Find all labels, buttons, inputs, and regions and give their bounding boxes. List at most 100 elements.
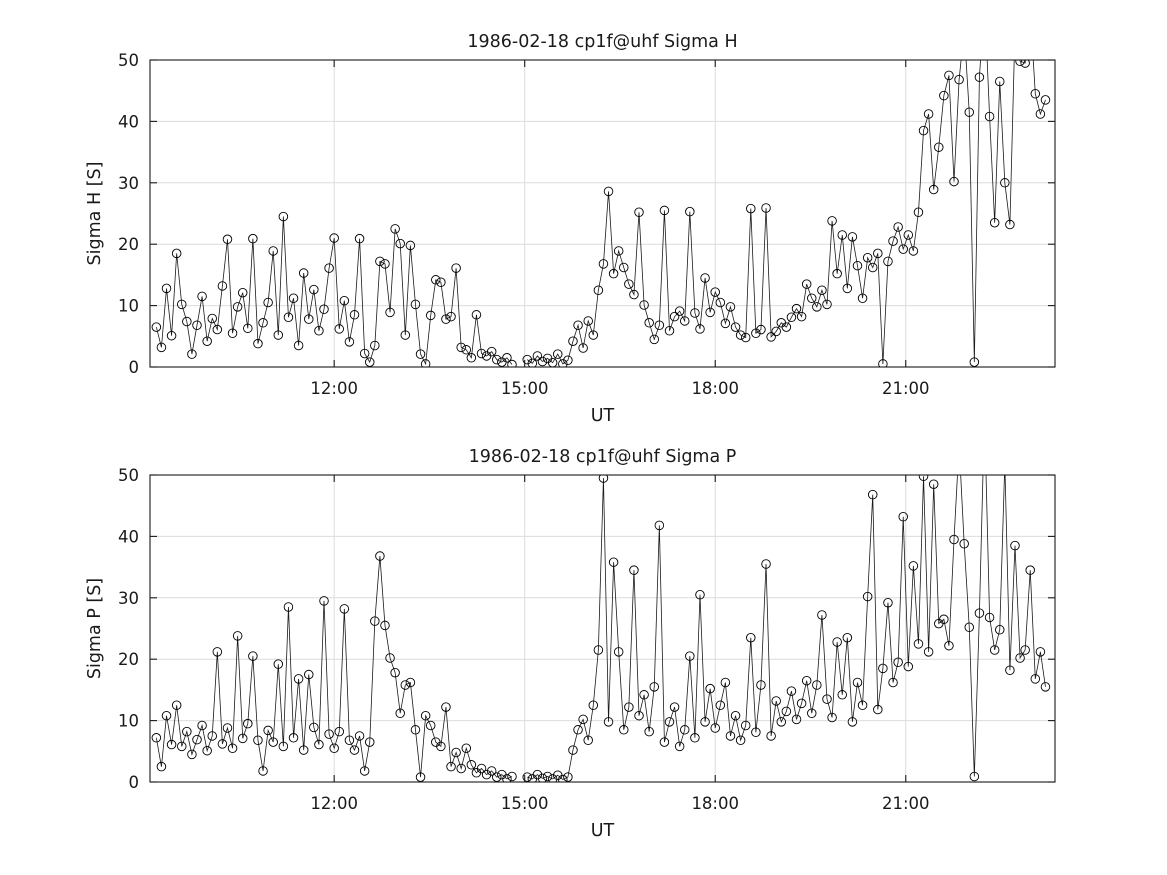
data-point-marker: [329, 233, 339, 243]
data-point-marker: [217, 739, 228, 749]
data-point-marker: [568, 745, 578, 755]
data-point-marker: [354, 731, 365, 741]
data-point-marker: [827, 216, 837, 226]
y-tick-label: 50: [118, 51, 139, 70]
x-tick-label: 12:00: [310, 794, 358, 813]
data-point-marker: [461, 743, 472, 753]
data-point-marker: [888, 677, 898, 688]
data-point-marker: [761, 559, 771, 569]
data-point-marker: [664, 717, 675, 727]
data-point-marker: [791, 303, 802, 314]
data-point-marker: [715, 297, 726, 308]
data-point-marker: [522, 354, 532, 365]
data-point-marker: [334, 726, 345, 737]
data-point-marker: [364, 357, 375, 367]
data-point-marker: [949, 534, 959, 545]
data-point-marker: [507, 359, 517, 367]
data-point-marker: [888, 236, 898, 246]
data-point-marker: [960, 25, 969, 34]
data-point-marker: [319, 304, 329, 315]
data-point-marker: [1020, 645, 1030, 655]
data-point-marker: [964, 107, 975, 117]
y-tick-label: 10: [118, 712, 139, 731]
data-point-marker: [664, 326, 675, 336]
data-point-marker: [969, 771, 980, 782]
data-point-marker: [669, 311, 680, 322]
data-point-marker: [857, 293, 868, 303]
y-tick-label: 50: [118, 466, 139, 485]
data-point-marker: [634, 710, 644, 721]
data-point-marker: [873, 248, 883, 259]
data-point-marker: [735, 735, 746, 746]
data-point-marker: [679, 725, 690, 735]
data-point-marker: [248, 651, 258, 661]
axis-ticks: 0 10 20 30 40 50 12:00 15:00 18:00 21:00: [118, 466, 1055, 813]
y-axis-label: Sigma H [S]: [85, 162, 105, 266]
y-tick-label: 40: [118, 527, 139, 546]
data-point-marker: [283, 602, 294, 612]
data-point-marker: [258, 318, 268, 328]
data-point-marker: [248, 233, 258, 244]
data-point-marker: [502, 353, 512, 363]
data-point-marker: [624, 702, 634, 712]
data-point-marker: [776, 717, 787, 727]
data-point-marker: [171, 248, 182, 259]
data-point-marker: [207, 313, 217, 324]
data-point-marker: [441, 702, 451, 712]
data-point-marker: [156, 342, 167, 353]
y-tick-label: 20: [118, 650, 139, 669]
data-point-marker: [466, 353, 477, 363]
data-point-marker: [278, 741, 289, 752]
data-point-marker: [867, 262, 878, 273]
data-point-marker: [1026, 7, 1035, 16]
axes-box: [149, 474, 1056, 783]
sigma-p-chart: 0 10 20 30 40 50 12:00 15:00 18:00 21:00 1986-02-1…: [85, 447, 1056, 841]
data-point-marker: [913, 207, 924, 218]
data-point-marker: [634, 207, 644, 218]
data-point-marker: [629, 289, 639, 300]
data-point-marker: [817, 610, 827, 620]
data-point-marker: [939, 614, 949, 625]
data-point-marker: [674, 741, 685, 752]
data-point-marker: [227, 328, 238, 338]
data-point-marker: [619, 262, 629, 273]
data-point-marker: [730, 710, 741, 721]
data-point-marker: [725, 731, 736, 741]
data-point-marker: [461, 345, 472, 355]
data-point-marker: [1040, 95, 1051, 105]
data-point-marker: [695, 589, 705, 600]
data-point-marker: [954, 74, 964, 85]
data-point-marker: [1035, 109, 1046, 119]
data-point-marker: [400, 330, 411, 340]
data-point-marker: [883, 256, 893, 267]
x-axis-label: UT: [591, 821, 615, 841]
data-point-marker: [771, 326, 781, 337]
data-point-marker: [385, 307, 395, 318]
data-point-marker: [293, 340, 304, 351]
data-point-marker: [166, 739, 177, 750]
data-point-marker: [842, 632, 853, 643]
data-point-marker: [659, 737, 670, 747]
data-point-marker: [466, 760, 477, 770]
data-point-marker: [984, 111, 995, 122]
data-point-marker: [817, 285, 827, 296]
data-point-marker: [380, 620, 390, 631]
data-point-marker: [735, 330, 746, 340]
data-point-marker: [593, 645, 604, 655]
data-point-marker: [283, 312, 294, 323]
data-point-marker: [629, 565, 639, 575]
data-point-marker: [390, 224, 400, 234]
data-point-marker: [980, 0, 989, 3]
data-point-marker: [705, 307, 715, 318]
data-point-marker: [801, 279, 812, 289]
data-point-marker: [446, 761, 456, 772]
data-point-marker: [202, 745, 212, 756]
data-point-marker: [492, 354, 502, 365]
data-point-marker: [898, 512, 908, 522]
data-point-marker: [1001, 458, 1010, 467]
data-point-marker: [532, 769, 543, 780]
data-point-marker: [415, 349, 426, 359]
data-point-marker: [746, 632, 756, 643]
data-point-marker: [441, 314, 451, 324]
